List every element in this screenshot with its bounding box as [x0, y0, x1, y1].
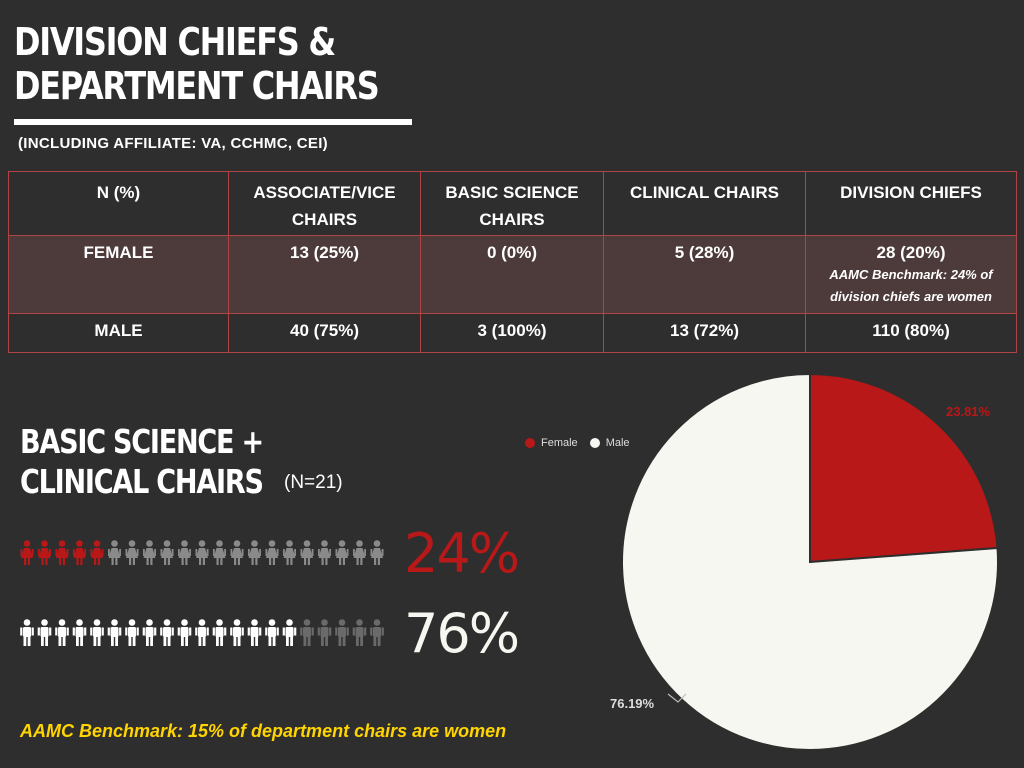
header-cell: BASIC SCIENCE CHAIRS	[420, 171, 604, 236]
female-person-icon	[230, 540, 244, 565]
section-title-line-1: BASIC SCIENCE +	[20, 422, 264, 461]
title-line-2: DEPARTMENT CHAIRS	[14, 64, 380, 108]
female-person-icon	[38, 540, 51, 565]
title-underline	[14, 119, 412, 125]
title-line-1: DIVISION CHIEFS &	[14, 20, 336, 64]
male-person-icon	[352, 619, 367, 646]
male-icon-row	[20, 619, 384, 646]
header-cell: DIVISION CHIEFS	[805, 171, 1017, 236]
female-person-icon	[108, 540, 121, 565]
male-person-icon	[265, 619, 279, 646]
male-percent: 76%	[404, 602, 520, 665]
male-person-icon	[142, 619, 157, 646]
pie-label-male: 76.19%	[610, 696, 655, 711]
pie-chart	[621, 372, 999, 751]
male-person-icon	[300, 619, 314, 646]
female-person-icon	[213, 540, 226, 565]
female-person-icon	[370, 540, 384, 565]
male-person-icon	[107, 619, 122, 646]
male-person-icon	[335, 619, 349, 646]
section-title: BASIC SCIENCE + CLINICAL CHAIRS	[20, 422, 291, 502]
female-person-icon	[55, 540, 69, 565]
male-person-icon	[20, 619, 34, 646]
table-cell: FEMALE	[8, 235, 229, 314]
division-chiefs-female-value: 28 (20%)	[876, 243, 946, 262]
male-person-icon	[90, 619, 104, 646]
table-row-male: MALE 40 (75%) 3 (100%) 13 (72%) 110 (80%…	[8, 313, 1017, 353]
table-cell: 0 (0%)	[420, 235, 604, 314]
female-person-icon	[300, 540, 314, 565]
table-cell: 13 (72%)	[603, 313, 806, 353]
subtitle: (INCLUDING AFFILIATE: VA, CCHMC, CEI)	[18, 135, 328, 152]
female-person-icon	[265, 540, 279, 565]
male-person-icon	[37, 619, 52, 646]
female-person-icon	[318, 540, 331, 565]
male-person-icon	[317, 619, 332, 646]
female-person-icon	[178, 540, 191, 565]
female-icon-row	[20, 540, 384, 565]
section-title-line-2: CLINICAL CHAIRS	[20, 462, 264, 501]
legend-female-swatch	[525, 438, 535, 448]
male-person-icon	[72, 619, 87, 646]
male-person-icon	[212, 619, 227, 646]
male-person-icon	[55, 619, 69, 646]
table-cell: 40 (75%)	[228, 313, 421, 353]
male-person-icon	[282, 619, 297, 646]
chart-legend: Female Male	[525, 437, 630, 449]
male-person-icon	[195, 619, 209, 646]
female-person-icon	[20, 540, 34, 565]
table-row-female: FEMALE 13 (25%) 0 (0%) 5 (28%) 28 (20%) …	[8, 235, 1017, 314]
header-cell: CLINICAL CHAIRS	[603, 171, 806, 236]
table-header-row: N (%) ASSOCIATE/VICE CHAIRS BASIC SCIENC…	[8, 171, 1017, 236]
female-person-icon	[73, 540, 86, 565]
female-person-icon	[90, 540, 104, 565]
page-title: DIVISION CHIEFS & DEPARTMENT CHAIRS	[14, 20, 380, 108]
male-person-icon	[247, 619, 262, 646]
male-person-icon	[160, 619, 174, 646]
division-benchmark-note: AAMC Benchmark: 24% of division chiefs a…	[829, 267, 993, 304]
female-person-icon	[283, 540, 296, 565]
male-person-icon	[177, 619, 192, 646]
header-cell: N (%)	[8, 171, 229, 236]
table-cell: MALE	[8, 313, 229, 353]
sample-size: (N=21)	[284, 472, 343, 493]
table-cell: 28 (20%) AAMC Benchmark: 24% of division…	[805, 235, 1017, 314]
pie-label-leader	[667, 693, 687, 703]
female-person-icon	[353, 540, 366, 565]
table-cell: 13 (25%)	[228, 235, 421, 314]
female-person-icon	[143, 540, 156, 565]
female-person-icon	[248, 540, 261, 565]
legend-male-swatch	[589, 438, 600, 448]
female-person-icon	[125, 540, 139, 565]
header-cell: ASSOCIATE/VICE CHAIRS	[228, 171, 421, 236]
female-person-icon	[335, 540, 349, 565]
male-person-icon	[125, 619, 139, 646]
male-person-icon	[230, 619, 244, 646]
benchmark-note: AAMC Benchmark: 15% of department chairs…	[20, 721, 507, 741]
table-cell: 3 (100%)	[420, 313, 604, 353]
female-percent: 24%	[404, 522, 520, 585]
pie-slice-male	[621, 372, 999, 751]
pie-label-female: 23.81%	[946, 404, 991, 419]
data-table: N (%) ASSOCIATE/VICE CHAIRS BASIC SCIENC…	[8, 171, 1017, 353]
male-person-icon	[370, 619, 384, 646]
table-cell: 5 (28%)	[603, 235, 806, 314]
table-cell: 110 (80%)	[805, 313, 1017, 353]
legend-male-label: Male	[605, 437, 630, 449]
legend-female-label: Female	[541, 437, 578, 449]
pie-slice-female	[809, 372, 999, 564]
female-person-icon	[195, 540, 209, 565]
female-person-icon	[160, 540, 174, 565]
